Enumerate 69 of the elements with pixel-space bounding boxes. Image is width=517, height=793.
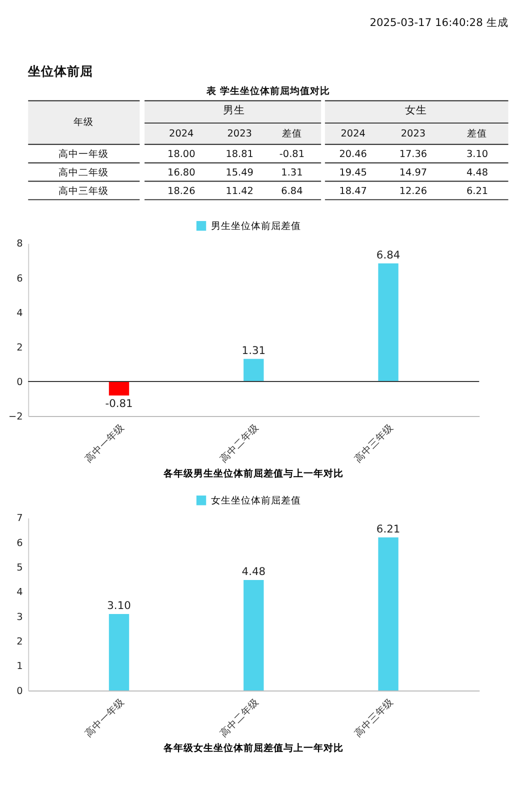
text: 各年级男生坐位体前屈差值与上一年对比 xyxy=(162,468,344,480)
legend-label: 女生坐位体前屈差值 xyxy=(210,494,301,506)
y-tick-label: 0 xyxy=(16,686,23,697)
data-label: 1.31 xyxy=(242,344,266,357)
text: 2024 xyxy=(169,128,194,140)
legend-label: 男生坐位体前屈差值 xyxy=(210,220,301,232)
y-tick-label: 4 xyxy=(16,587,23,598)
y-tick-label: 3 xyxy=(16,612,23,623)
category-label: 高中一年级 xyxy=(58,148,108,160)
data-label: 16.80 xyxy=(168,167,196,178)
text: 各年级女生坐位体前屈差值与上一年对比 xyxy=(162,742,344,754)
bar xyxy=(108,614,130,690)
x-tick-label: 高中一年级 xyxy=(82,696,127,740)
y-tick-label: 8 xyxy=(16,238,23,250)
data-label: 6.84 xyxy=(281,186,303,197)
data-label: 18.26 xyxy=(168,186,196,197)
text: 2025-03-17 16:40:28 生成 xyxy=(370,16,508,30)
y-tick-label: −2 xyxy=(8,411,23,422)
y-tick-label: 1 xyxy=(16,661,23,672)
text: 年级 xyxy=(73,116,94,128)
y-tick-label: 7 xyxy=(16,513,23,524)
bar xyxy=(378,537,398,690)
text: 坐位体前屈 xyxy=(27,64,94,79)
x-tick-label: 高中三年级 xyxy=(352,696,396,740)
y-tick-label: 6 xyxy=(16,538,23,549)
data-label: 15.49 xyxy=(226,167,254,178)
y-tick-label: 2 xyxy=(16,342,23,354)
data-label: -0.81 xyxy=(279,149,305,160)
data-label: 3.10 xyxy=(107,599,132,612)
text: 2023 xyxy=(227,128,252,140)
data-label: 20.46 xyxy=(339,149,367,160)
category-label: 高中二年级 xyxy=(58,166,108,178)
y-tick-label: 2 xyxy=(16,636,23,648)
x-tick-label: 高中三年级 xyxy=(352,421,396,466)
y-tick-label: 4 xyxy=(16,308,23,319)
data-label: -0.81 xyxy=(105,397,133,410)
data-label: 11.42 xyxy=(226,186,254,197)
text: 女生 xyxy=(405,103,428,116)
text: 2024 xyxy=(340,128,366,140)
y-tick-label: 0 xyxy=(16,376,23,388)
data-label: 12.26 xyxy=(399,186,428,197)
bar xyxy=(244,358,264,382)
bar xyxy=(244,580,264,690)
text: 表 学生坐位体前屈均值对比 xyxy=(206,84,330,97)
data-label: 6.84 xyxy=(376,248,400,262)
data-label: 19.45 xyxy=(339,167,367,178)
data-label: 17.36 xyxy=(399,149,428,160)
text: 差值 xyxy=(282,128,302,140)
x-tick-label: 高中二年级 xyxy=(217,696,262,740)
y-tick-label: 5 xyxy=(16,562,23,574)
data-label: 18.81 xyxy=(226,149,254,160)
data-label: 18.00 xyxy=(168,149,196,160)
data-label: 3.10 xyxy=(466,149,488,160)
category-label: 高中三年级 xyxy=(58,184,108,197)
bar xyxy=(378,263,398,382)
data-label: 6.21 xyxy=(466,186,488,197)
data-label: 14.97 xyxy=(399,167,428,178)
text: 男生 xyxy=(222,103,245,116)
text: 差值 xyxy=(467,128,488,140)
data-label: 18.47 xyxy=(339,186,367,197)
data-label: 1.31 xyxy=(281,167,303,178)
data-label: 6.21 xyxy=(376,522,400,536)
x-tick-label: 高中二年级 xyxy=(217,421,262,466)
y-tick-label: 6 xyxy=(16,273,23,284)
x-tick-label: 高中一年级 xyxy=(82,421,127,466)
text: 2023 xyxy=(400,128,426,140)
data-label: 4.48 xyxy=(466,167,488,178)
bar xyxy=(108,381,130,396)
data-label: 4.48 xyxy=(242,565,266,578)
